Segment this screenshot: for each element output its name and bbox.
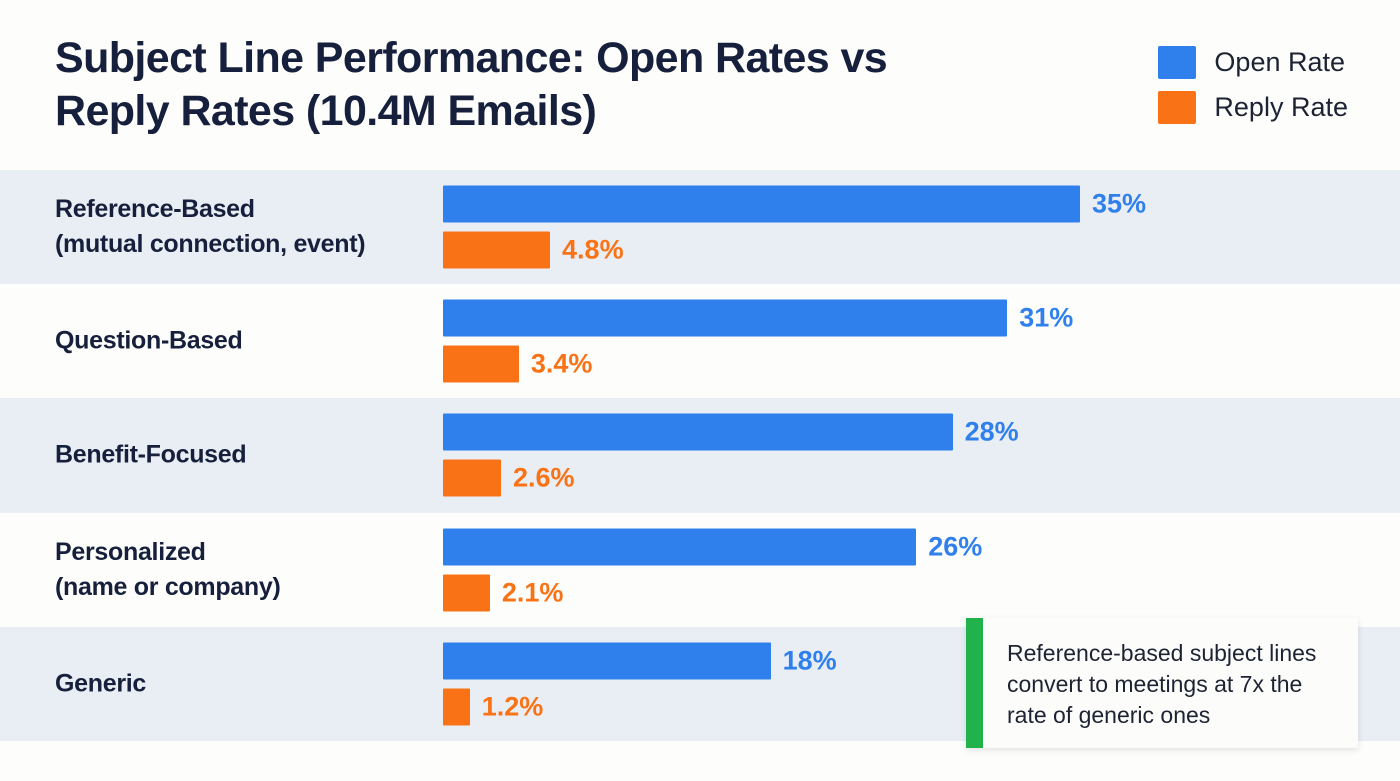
bar-group: 28% 2.6% (443, 413, 1363, 497)
bar-reply-rate[interactable] (443, 345, 519, 383)
category-label-line: Question-Based (55, 326, 243, 355)
category-label: Benefit-Focused (55, 438, 425, 473)
bar-line-open-rate: 31% (443, 299, 1363, 337)
chart-row: Personalized (name or company) 26% 2.1% (0, 512, 1400, 627)
bar-line-open-rate: 28% (443, 413, 1363, 451)
category-label: Personalized (name or company) (55, 535, 425, 605)
chart-row: Reference-Based (mutual connection, event… (0, 170, 1400, 285)
callout-accent-bar (966, 618, 983, 748)
page-title: Subject Line Performance: Open Rates vs … (55, 34, 888, 135)
bar-value-open-rate: 26% (928, 531, 983, 562)
legend-label-reply-rate: Reply Rate (1214, 92, 1348, 122)
bar-group: 18% 1.2% (443, 642, 1363, 726)
legend-item-reply-rate[interactable]: Reply Rate (1158, 91, 1348, 124)
bar-value-reply-rate: 3.4% (530, 348, 593, 379)
bar-line-open-rate: 35% (443, 185, 1363, 223)
category-label: Question-Based (55, 324, 425, 359)
bar-line-reply-rate: 2.6% (443, 459, 1363, 497)
bar-line-reply-rate: 4.8% (443, 231, 1363, 269)
bar-value-reply-rate: 2.6% (512, 462, 575, 493)
bar-value-open-rate: 18% (782, 645, 837, 676)
category-label-line: Benefit-Focused (55, 440, 247, 469)
bar-open-rate[interactable] (443, 528, 917, 566)
bar-group: 26% 2.1% (443, 528, 1363, 612)
bar-line-reply-rate: 1.2% (443, 688, 1363, 726)
bar-reply-rate[interactable] (443, 459, 501, 497)
bar-group: 31% 3.4% (443, 299, 1363, 383)
category-label-line: (name or company) (55, 572, 281, 601)
bar-value-reply-rate: 4.8% (562, 234, 624, 265)
category-label-line: (mutual connection, event) (55, 230, 366, 259)
bar-line-reply-rate: 3.4% (443, 345, 1363, 383)
bar-open-rate[interactable] (443, 642, 771, 680)
bar-open-rate[interactable] (443, 185, 1080, 223)
category-label-line: Personalized (55, 537, 206, 566)
bar-reply-rate[interactable] (443, 688, 470, 726)
bar-reply-rate[interactable] (443, 231, 551, 269)
bar-value-reply-rate: 1.2% (481, 691, 544, 722)
bar-value-open-rate: 28% (964, 416, 1019, 447)
bar-open-rate[interactable] (443, 299, 1008, 337)
category-label: Reference-Based (mutual connection, event… (55, 192, 425, 262)
bar-reply-rate[interactable] (443, 574, 490, 612)
bar-line-open-rate: 18% (443, 642, 1363, 680)
bar-line-open-rate: 26% (443, 528, 1363, 566)
bar-value-reply-rate: 2.1% (501, 577, 564, 608)
bar-group: 35% 4.8% (443, 185, 1363, 269)
chart-header: Subject Line Performance: Open Rates vs … (0, 0, 1400, 170)
chart-row: Benefit-Focused 28% 2.6% (0, 398, 1400, 513)
legend-item-open-rate[interactable]: Open Rate (1158, 46, 1345, 79)
chart-plot-area: Reference-Based (mutual connection, event… (0, 170, 1400, 741)
callout-text: Reference-based subject lines convert to… (1007, 640, 1317, 728)
insight-callout: Reference-based subject lines convert to… (966, 618, 1358, 748)
legend-label-open-rate: Open Rate (1214, 47, 1346, 77)
category-label-line: Generic (55, 669, 147, 698)
chart-row: Question-Based 31% 3.4% (0, 284, 1400, 399)
category-label: Generic (55, 666, 425, 701)
chart-legend: Open Rate Reply Rate (1158, 46, 1348, 124)
bar-value-open-rate: 31% (1019, 302, 1074, 333)
category-label-line: Reference-Based (55, 195, 255, 224)
bar-line-reply-rate: 2.1% (443, 574, 1363, 612)
legend-swatch-reply-rate (1158, 91, 1197, 124)
legend-swatch-open-rate (1158, 46, 1197, 79)
bar-open-rate[interactable] (443, 413, 953, 451)
bar-value-open-rate: 35% (1092, 188, 1147, 219)
